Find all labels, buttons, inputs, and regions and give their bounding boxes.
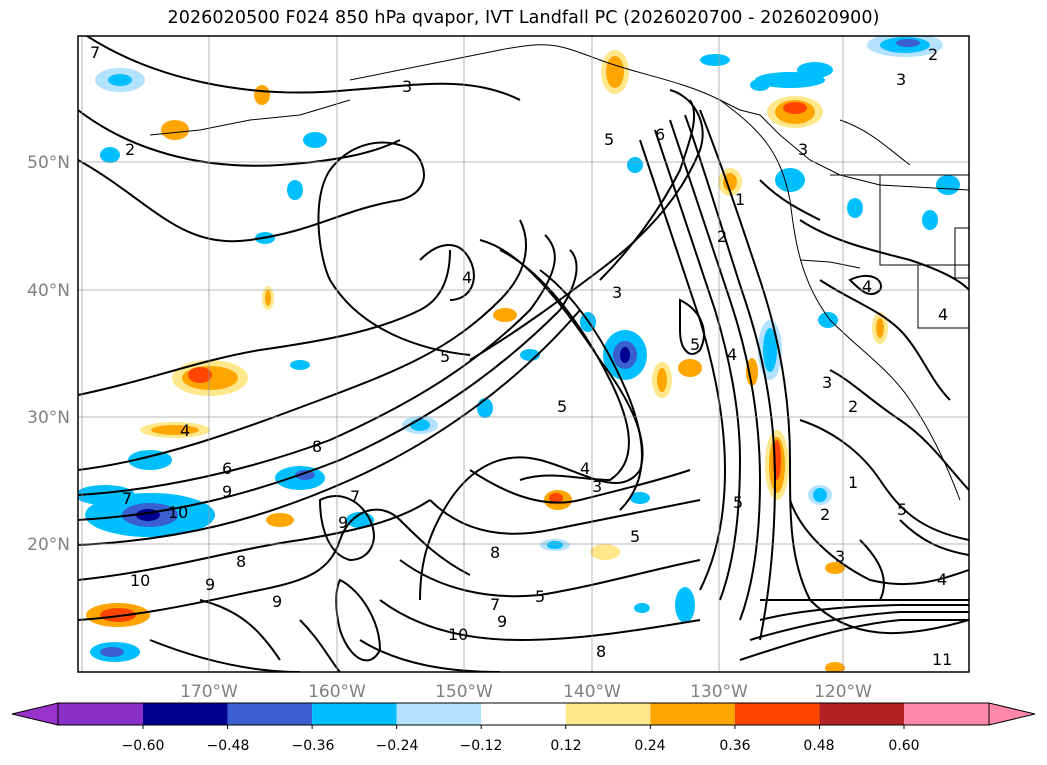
contour-label: 1 <box>848 473 858 492</box>
qvapor-anomaly-shading <box>78 36 960 672</box>
contour-label: 8 <box>490 543 500 562</box>
contour-label: 5 <box>630 527 640 546</box>
longitude-labels: 170°W 160°W 150°W 140°W 130°W 120°W <box>180 682 872 702</box>
contour-label: 4 <box>580 459 590 478</box>
contour-label: 3 <box>612 283 622 302</box>
colorbar-segment <box>481 703 566 725</box>
contour-label: 3 <box>592 477 602 496</box>
contour-label: 3 <box>402 77 412 96</box>
contour-label: 3 <box>896 70 906 89</box>
map-frame <box>77 35 970 673</box>
colorbar-segment <box>734 703 820 725</box>
lat-label: 20°N <box>27 535 70 555</box>
contour-label: 5 <box>535 587 545 606</box>
colorbar-tick: −0.36 <box>292 738 335 754</box>
colorbar-tick-labels: −0.60 −0.48 −0.36 −0.24 −0.12 0.12 0.24 … <box>122 738 920 754</box>
latitude-labels: 50°N 40°N 30°N 20°N <box>27 153 70 555</box>
lon-label: 120°W <box>814 682 872 702</box>
contour-label: 5 <box>557 397 567 416</box>
lon-label: 160°W <box>308 682 366 702</box>
colorbar-segment <box>143 703 228 725</box>
contour-label: 3 <box>835 547 845 566</box>
contour-label: 10 <box>448 625 468 644</box>
contour-label: 9 <box>338 513 348 532</box>
contour-label: 9 <box>272 592 282 611</box>
contour-label: 3 <box>798 140 808 159</box>
contour-label: 5 <box>897 500 907 519</box>
graticule <box>78 36 969 672</box>
contour-label: 4 <box>937 570 947 589</box>
colorbar-frame <box>57 702 990 726</box>
map-title: 2026020500 F024 850 hPa qvapor, IVT Land… <box>167 8 880 28</box>
colorbar-segment <box>396 703 482 725</box>
contour-label: 9 <box>222 482 232 501</box>
colorbar-segment <box>58 703 143 725</box>
contour-labels: 7 2 3 2 3 3 5 6 1 2 4 4 4 3 5 4 5 3 2 4 … <box>90 43 952 669</box>
lon-label: 130°W <box>690 682 748 702</box>
colorbar-tick: 0.24 <box>634 738 665 754</box>
colorbar-extension-low <box>11 702 59 726</box>
lon-label: 150°W <box>435 682 493 702</box>
contour-label: 7 <box>350 487 360 506</box>
lat-label: 40°N <box>27 281 70 301</box>
contour-label: 2 <box>717 227 727 246</box>
colorbar-segment <box>904 703 989 725</box>
colorbar-tick: 0.12 <box>550 738 581 754</box>
colorbar-segment <box>565 703 651 725</box>
contour-label: 4 <box>727 345 737 364</box>
colorbar-tick: −0.48 <box>207 738 250 754</box>
contour-label: 2 <box>820 505 830 524</box>
contour-label: 4 <box>938 305 948 324</box>
colorbar-tick: −0.24 <box>376 738 419 754</box>
contour-label: 5 <box>690 335 700 354</box>
colorbar-tick: −0.12 <box>460 738 503 754</box>
contour-label: 10 <box>168 503 188 522</box>
lat-label: 50°N <box>27 153 70 173</box>
contour-label: 3 <box>822 373 832 392</box>
contour-label: 8 <box>236 552 246 571</box>
lon-label: 140°W <box>563 682 621 702</box>
contour-label: 5 <box>733 493 743 512</box>
contour-label: 2 <box>928 45 938 64</box>
colorbar-tick: 0.36 <box>719 738 750 754</box>
contour-label: 2 <box>125 140 135 159</box>
coastlines <box>149 44 969 501</box>
lon-label: 170°W <box>180 682 238 702</box>
colorbar-tick: −0.60 <box>122 738 165 754</box>
contour-label: 9 <box>497 612 507 631</box>
colorbar-tick: 0.48 <box>803 738 834 754</box>
lat-label: 30°N <box>27 408 70 428</box>
colorbar-tick: 0.60 <box>888 738 919 754</box>
contour-label: 4 <box>862 277 872 296</box>
contour-label: 8 <box>596 642 606 661</box>
contour-label: 8 <box>312 437 322 456</box>
contour-label: 9 <box>205 575 215 594</box>
colorbar-segment <box>650 703 735 725</box>
colorbar-segment <box>312 703 397 725</box>
contour-label: 5 <box>440 347 450 366</box>
contour-label: 10 <box>130 571 150 590</box>
colorbar-extension-high <box>988 702 1036 726</box>
contour-label: 6 <box>222 459 232 478</box>
contour-label: 4 <box>462 268 472 287</box>
colorbar <box>11 702 1036 729</box>
contour-label: 2 <box>848 397 858 416</box>
contour-label: 11 <box>932 650 952 669</box>
contour-label: 6 <box>655 125 665 144</box>
contour-label: 7 <box>90 43 100 62</box>
colorbar-segment <box>819 703 904 725</box>
contour-label: 4 <box>180 421 190 440</box>
contour-label: 1 <box>735 190 745 209</box>
colorbar-segment <box>227 703 313 725</box>
contour-label: 7 <box>122 489 132 508</box>
contour-label: 7 <box>490 595 500 614</box>
contour-label: 5 <box>604 130 614 149</box>
